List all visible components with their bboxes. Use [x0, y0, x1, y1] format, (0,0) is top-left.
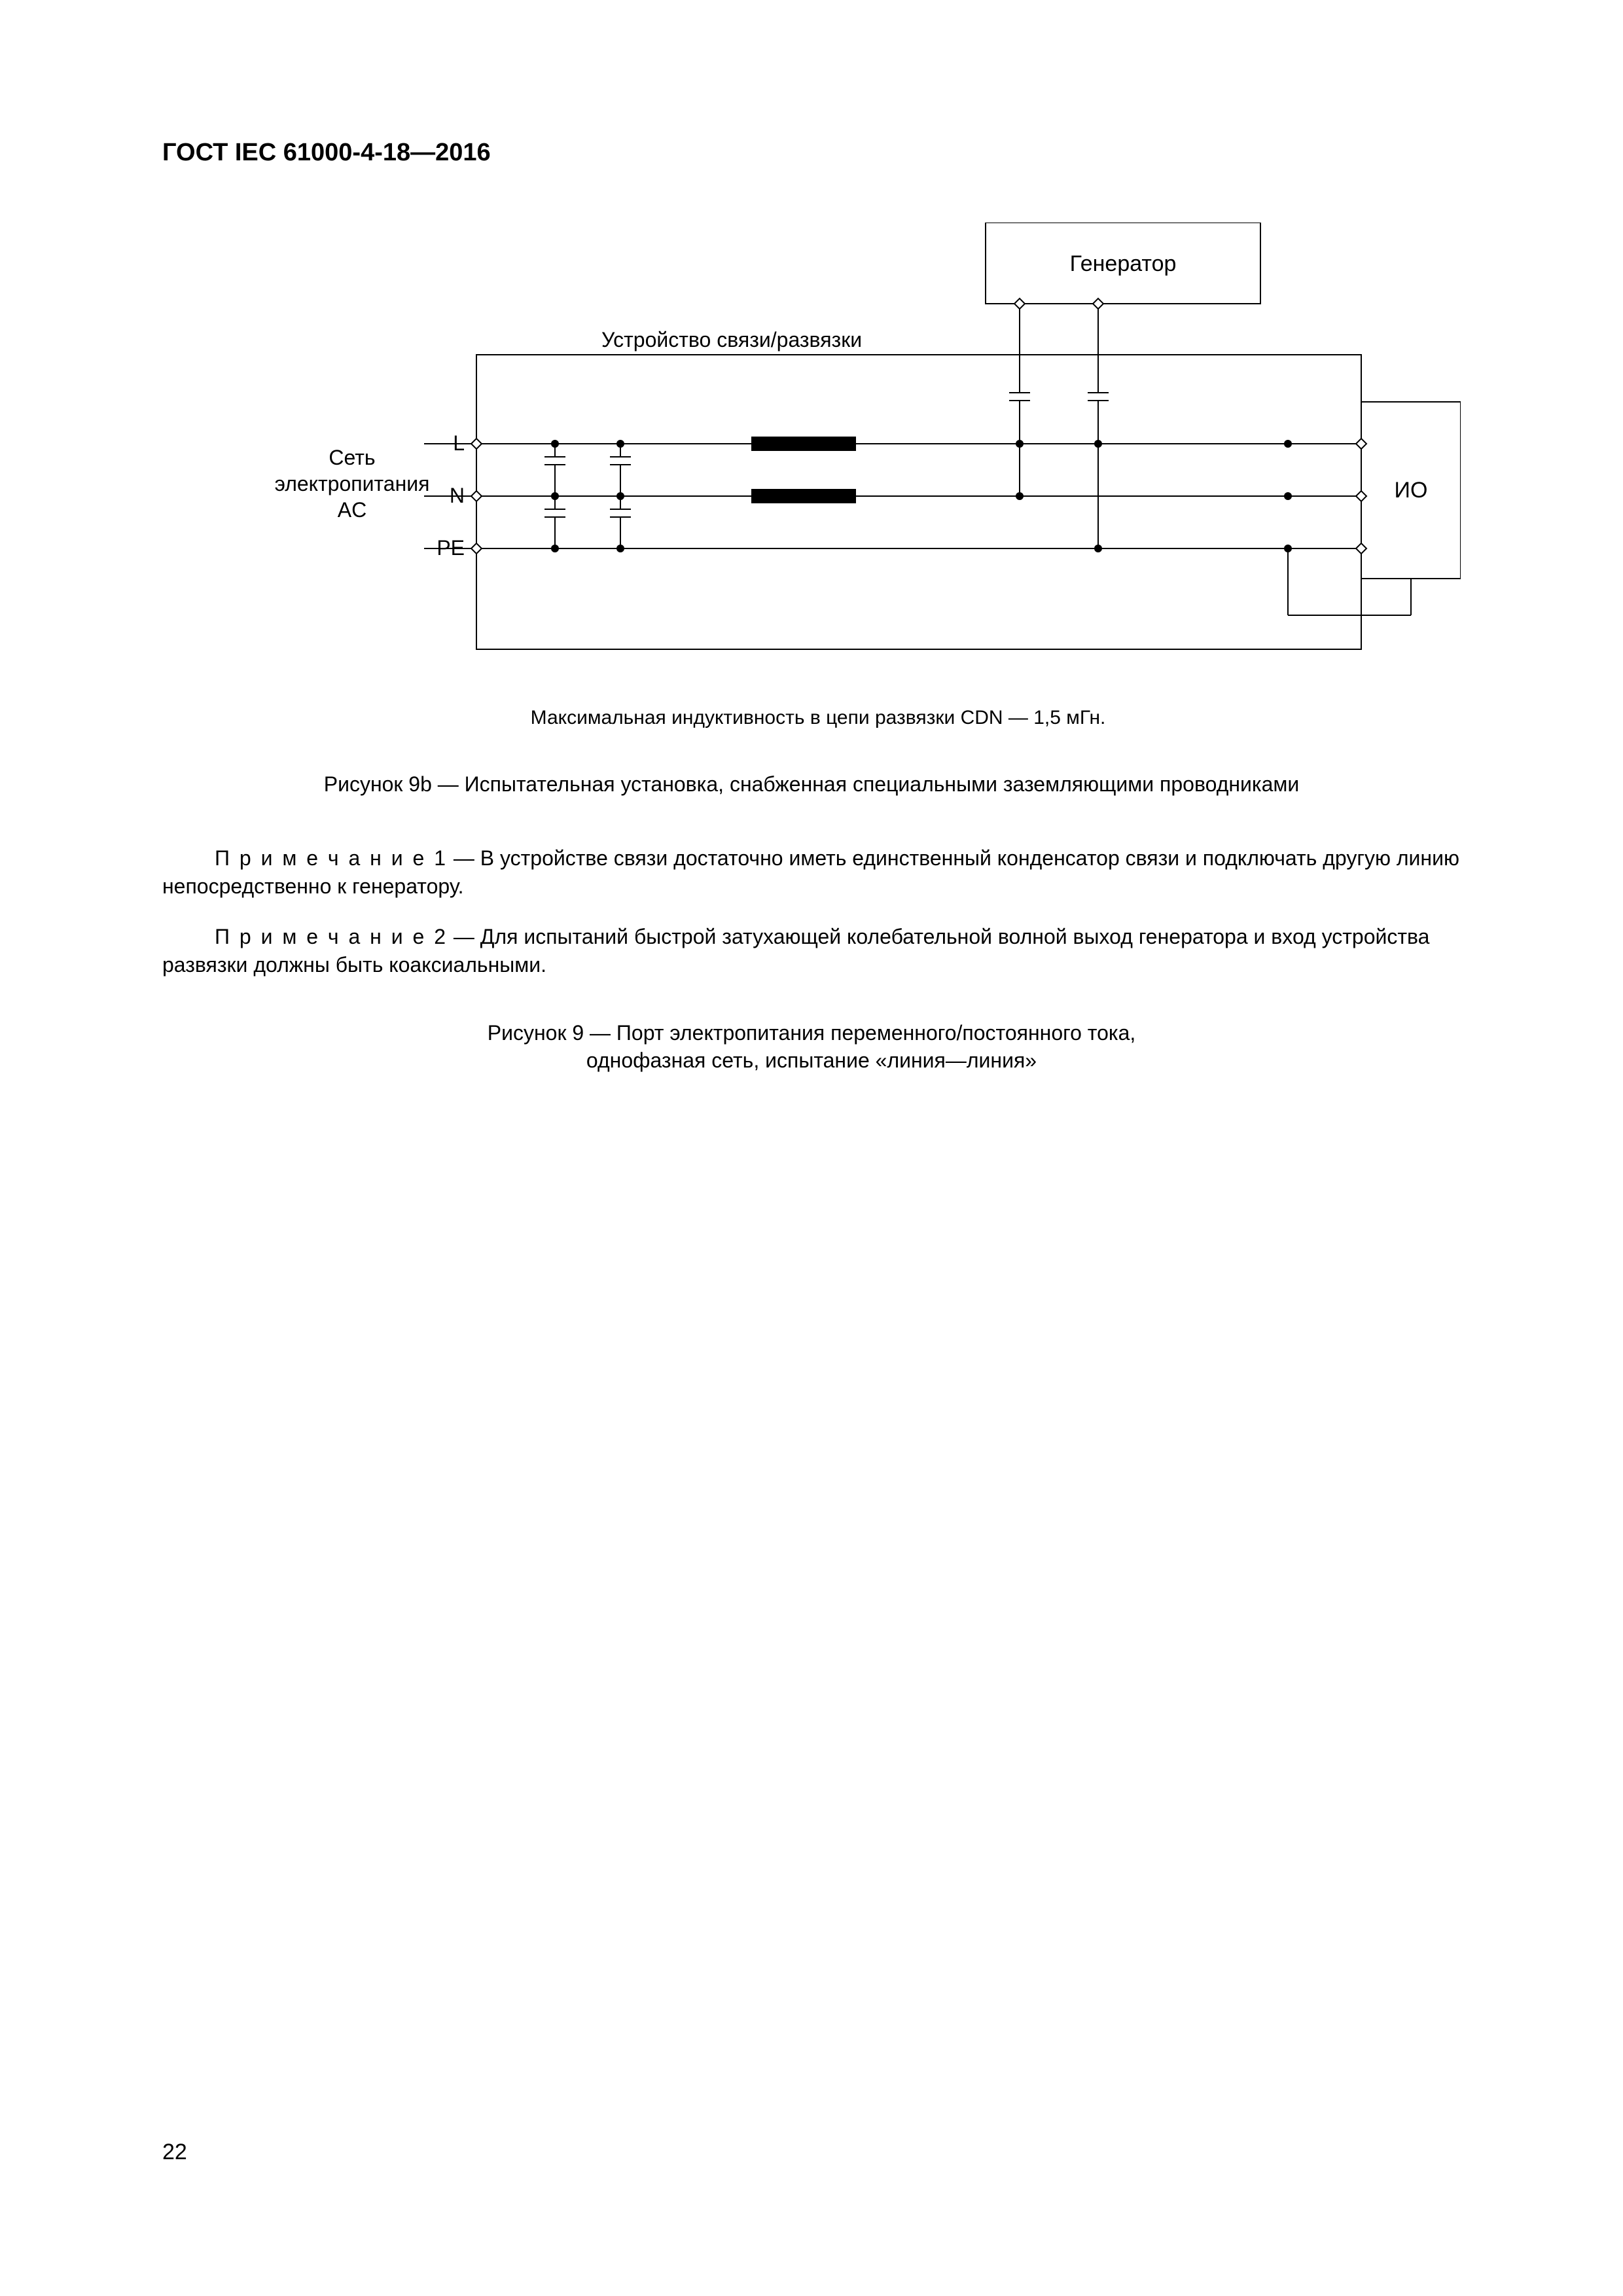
note-2-label: П р и м е ч а н и е 2 — [215, 925, 448, 948]
generator-label: Генератор — [1070, 251, 1177, 276]
standard-title: ГОСТ IEC 61000-4-18—2016 — [162, 139, 491, 166]
figure-9-caption-line2: однофазная сеть, испытание «линия—линия» — [162, 1049, 1461, 1073]
svg-text:AC: AC — [338, 498, 366, 522]
note-1-label: П р и м е ч а н и е 1 — [215, 846, 448, 870]
inductance-note: Максимальная индуктивность в цепи развяз… — [425, 707, 1211, 729]
figure-9-caption-line1: Рисунок 9 — Порт электропитания переменн… — [162, 1021, 1461, 1045]
page-header: ГОСТ IEC 61000-4-18—2016 — [162, 139, 491, 167]
schematic-diagram: Генератор Устройство связи/развязки ИО С… — [162, 223, 1461, 694]
note-1: П р и м е ч а н и е 1 — В устройстве свя… — [162, 844, 1461, 901]
note-2: П р и м е ч а н и е 2 — Для испытаний бы… — [162, 923, 1461, 979]
cdn-label: Устройство связи/развязки — [601, 328, 862, 351]
io-label: ИО — [1395, 478, 1428, 503]
svg-text:электропитания: электропитания — [275, 472, 430, 495]
figure-9b-caption: Рисунок 9b — Испытательная установка, сн… — [162, 772, 1461, 797]
page-number: 22 — [162, 2140, 187, 2165]
svg-text:Сеть: Сеть — [329, 446, 375, 469]
